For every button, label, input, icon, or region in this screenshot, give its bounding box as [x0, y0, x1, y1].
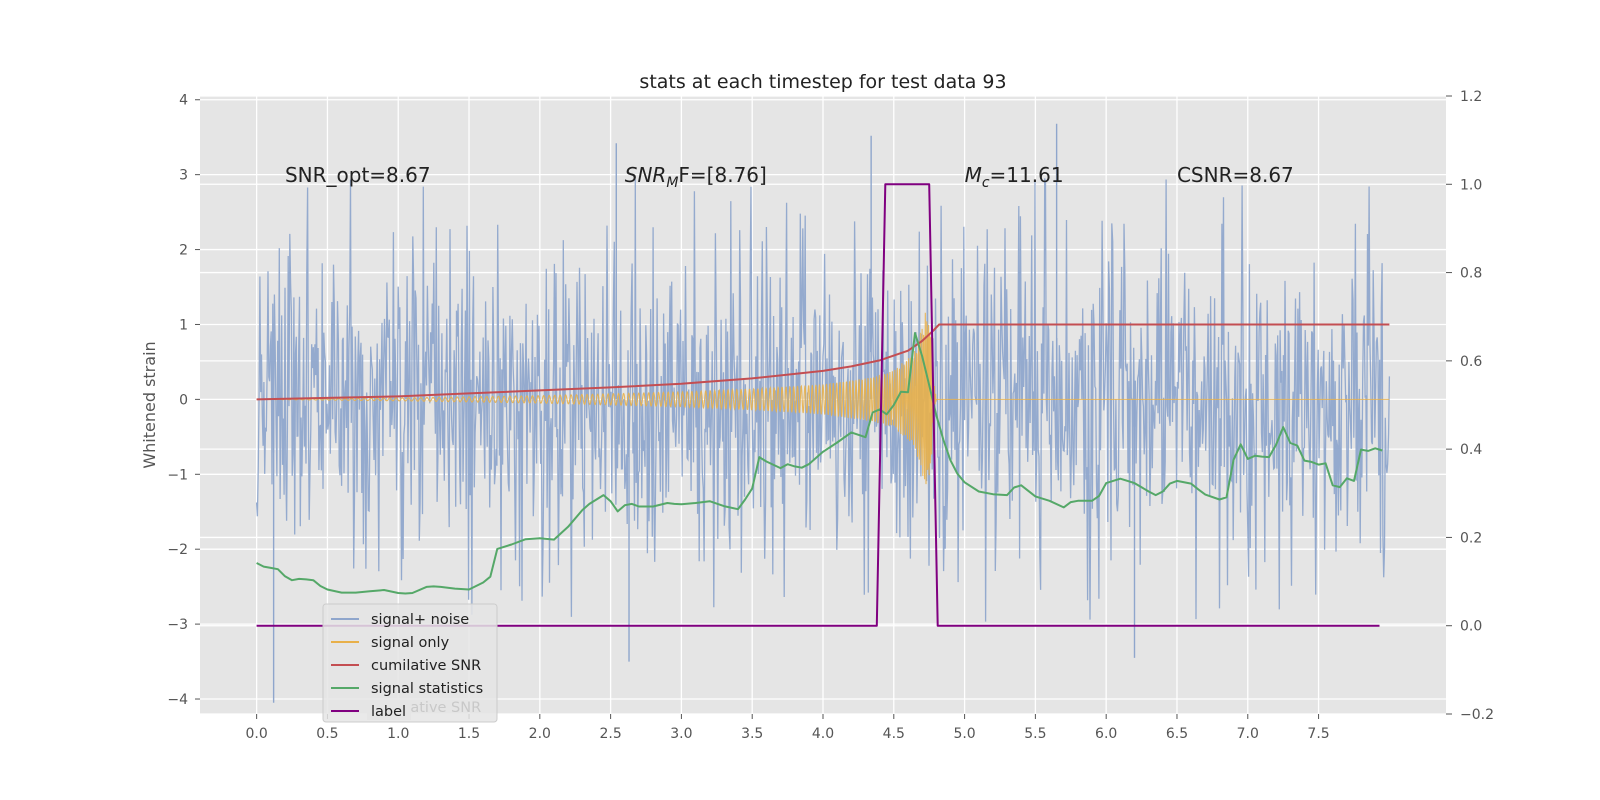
line-signal-statistics [256, 332, 1383, 595]
x-tick-label: 5.0 [953, 726, 975, 742]
x-tick-label: 2.0 [529, 726, 551, 742]
y2-tick-label: 0.4 [1460, 442, 1482, 458]
legend-label: signal only [371, 635, 450, 651]
x-tick-label: 3.0 [670, 726, 692, 742]
tick-labels: 0.0 0.5 1.0 1.5 2.0 2.5 3.0 3.5 4.0 4.5 5.0 5.5 6.0 6… [167, 89, 1494, 742]
series-lines [256, 183, 1390, 627]
line-cumilative-snr [256, 323, 1390, 401]
legend-box [322, 603, 498, 723]
legend-label: cumilative SNR [371, 658, 481, 674]
legend-label: signal statistics [371, 681, 483, 697]
annotation: Mc=11.61 [965, 163, 1064, 191]
legend-label: signal+ noise [371, 612, 469, 628]
x-tick-label: 4.0 [812, 726, 834, 742]
x-tick-label: 2.5 [599, 726, 621, 742]
y-tick-label: 3 [179, 168, 188, 184]
y-tick-label: 1 [179, 317, 188, 333]
y2-tick-label: 1.2 [1460, 89, 1482, 105]
x-tick-label: 1.5 [458, 726, 480, 742]
x-tick-label: 0.5 [316, 726, 338, 742]
annotation: SNRMF=[8.76] [625, 163, 767, 191]
y2-tick-label: 0.6 [1460, 354, 1482, 370]
y-tick-label: −4 [167, 692, 188, 708]
x-tick-label: 7.5 [1307, 726, 1329, 742]
y-tick-label: −3 [167, 617, 188, 633]
y2-tick-label: 0.2 [1460, 530, 1482, 546]
series-signal-noise [255, 123, 1391, 703]
x-tick-label: 0.0 [246, 726, 268, 742]
line-label [256, 183, 1380, 627]
x-tick-label: 6.5 [1166, 726, 1188, 742]
x-tick-label: 1.0 [387, 726, 409, 742]
y-tick-label: 2 [179, 243, 188, 259]
annotation: SNR_opt=8.67 [285, 163, 431, 187]
x-tick-label: 3.5 [741, 726, 763, 742]
y2-tick-label: 0.0 [1460, 619, 1482, 635]
annotation: CSNR=8.67 [1177, 163, 1294, 187]
signal-noise-line [255, 178, 1391, 622]
y2-tick-label: 1.0 [1460, 177, 1482, 193]
chart-title: stats at each timestep for test data 93 [639, 71, 1006, 93]
y-axis-label: Whitened strain [140, 341, 159, 468]
y2-tick-label: −0.2 [1460, 707, 1494, 723]
y-tick-label: −1 [167, 467, 188, 483]
x-tick-label: 5.5 [1024, 726, 1046, 742]
x-tick-label: 7.0 [1237, 726, 1259, 742]
x-tick-label: 6.0 [1095, 726, 1117, 742]
y2-tick-label: 0.8 [1460, 266, 1482, 282]
signal-only-line [256, 312, 1390, 485]
series-signal-only [256, 312, 1390, 485]
y-tick-label: 4 [179, 93, 188, 109]
y-tick-label: 0 [179, 392, 188, 408]
legend-label: label [371, 704, 406, 720]
x-tick-label: 4.5 [883, 726, 905, 742]
annotations: SNR_opt=8.67 SNRMF=[8.76] Mc=11.61 CSNR=8.6… [285, 163, 1294, 191]
y-tick-label: −2 [167, 542, 188, 558]
